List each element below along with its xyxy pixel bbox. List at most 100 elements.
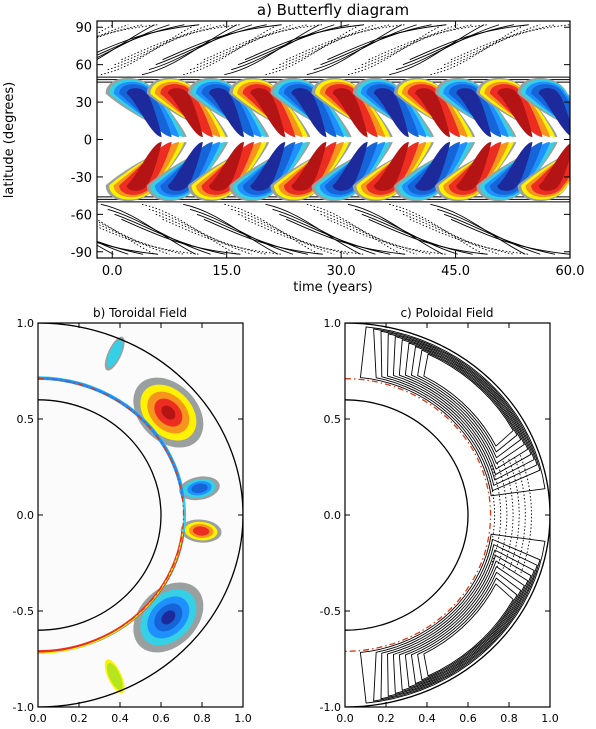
toroidal-field-blob xyxy=(104,336,125,371)
contour-line xyxy=(203,218,323,255)
y-tick-label: 0.5 xyxy=(324,413,342,426)
y-tick-label: -1.0 xyxy=(320,701,341,714)
field-line-loop xyxy=(392,336,532,476)
contour-line xyxy=(389,203,485,255)
y-tick-label: -0.5 xyxy=(13,605,34,618)
field-line-dotted xyxy=(496,462,508,568)
y-tick-label: 90 xyxy=(75,21,92,36)
contour-line xyxy=(437,24,541,71)
contour-line xyxy=(231,208,335,255)
toroidal-field-blob xyxy=(133,582,204,653)
contour-line xyxy=(97,241,129,255)
butterfly-panel: a) Butterfly diagram 90 60 30 0 -30 -60 -90 0.… xyxy=(2,1,584,295)
blob-level xyxy=(332,88,368,138)
negative-field-blob xyxy=(517,77,570,136)
contour-line xyxy=(389,24,485,76)
y-tick-label: -60 xyxy=(71,208,92,223)
field-line-loop xyxy=(387,549,535,697)
blob-level xyxy=(373,88,409,138)
poloidal-background xyxy=(345,323,550,707)
positive-field-blob xyxy=(394,77,476,138)
contour-line xyxy=(409,218,529,255)
blob-level xyxy=(126,141,162,191)
butterfly-background xyxy=(97,21,570,258)
toroidal-panel: b) Toroidal Field 0.0 0.2 0.4 0.6 0.8 1.01.00… xyxy=(13,306,252,725)
contour-line xyxy=(203,24,323,61)
contour-line xyxy=(286,218,406,255)
contour-line xyxy=(361,24,473,66)
positive-field-blob xyxy=(146,77,228,138)
blob-level xyxy=(456,88,492,138)
butterfly-y-axis: 90 60 30 0 -30 -60 -90 xyxy=(71,21,570,261)
y-tick-label: 0.5 xyxy=(17,413,35,426)
butterfly-title: a) Butterfly diagram xyxy=(257,1,409,19)
negative-field-blob xyxy=(311,141,393,202)
contour-line xyxy=(402,24,515,66)
contour-line xyxy=(327,218,447,255)
x-tick-label: 1.0 xyxy=(234,712,252,725)
contour-line xyxy=(244,218,365,255)
positive-field-blob xyxy=(270,141,352,202)
field-line-loop xyxy=(359,533,546,704)
field-line-loop xyxy=(404,566,525,688)
contour-line xyxy=(443,213,556,255)
x-tick-label: 0.4 xyxy=(111,712,129,725)
contour-line xyxy=(121,218,241,255)
contour-line xyxy=(148,208,253,255)
blob-level xyxy=(106,662,123,690)
contour-line xyxy=(97,24,170,59)
contour-line xyxy=(361,213,473,255)
negative-field-blob xyxy=(352,77,434,138)
field-line-dotted xyxy=(519,455,533,575)
blob-level xyxy=(192,526,210,536)
y-tick-label: 1.0 xyxy=(17,317,35,330)
blob-level xyxy=(106,340,123,368)
contour-line xyxy=(100,24,197,76)
x-tick-label: 1.0 xyxy=(541,712,559,725)
contour-line xyxy=(97,24,200,53)
blob-level xyxy=(415,141,451,191)
inner-boundary xyxy=(38,399,162,631)
blob-level xyxy=(250,88,286,138)
contour-line xyxy=(155,24,267,66)
outer-boundary xyxy=(38,323,243,707)
butterfly-plot-area xyxy=(97,21,570,258)
contour-line xyxy=(107,24,211,71)
contour-line xyxy=(114,24,226,66)
contour-line xyxy=(272,24,376,71)
contour-line xyxy=(97,240,144,255)
contour-line xyxy=(320,24,432,66)
contour-line xyxy=(306,203,402,255)
x-tick-label: 0.6 xyxy=(459,712,477,725)
blob-level xyxy=(161,610,176,625)
toroidal-plot-area xyxy=(38,323,243,707)
positive-field-blob xyxy=(311,77,393,138)
contour-line xyxy=(183,24,279,76)
contour-line xyxy=(327,24,447,61)
field-line-dotted xyxy=(508,459,520,571)
contour-line xyxy=(97,226,200,255)
negative-field-blob xyxy=(270,77,352,138)
blob-level xyxy=(497,141,533,191)
field-line-loop xyxy=(404,342,525,464)
poloidal-panel: c) Poloidal Field 0.0 0.2 0.4 0.6 0.8 1.01.00… xyxy=(320,306,559,725)
contour-line xyxy=(107,208,211,255)
contour-line xyxy=(189,208,294,255)
contour-line xyxy=(368,218,488,255)
contour-line xyxy=(121,24,241,61)
y-tick-label: -1.0 xyxy=(13,701,34,714)
blob-level xyxy=(209,88,245,138)
contour-line xyxy=(354,208,458,255)
blob-level xyxy=(167,88,203,138)
contour-line xyxy=(97,24,155,60)
tachocline-band xyxy=(38,531,184,654)
field-line-dotted xyxy=(514,457,526,573)
x-tick-label: 0.0 xyxy=(336,712,354,725)
field-line-loop xyxy=(398,339,529,470)
contour-line xyxy=(97,219,155,255)
blob-level xyxy=(209,141,245,191)
y-tick-label: -90 xyxy=(71,246,92,261)
contour-line xyxy=(224,24,320,76)
x-tick-label: 30.0 xyxy=(327,264,356,279)
